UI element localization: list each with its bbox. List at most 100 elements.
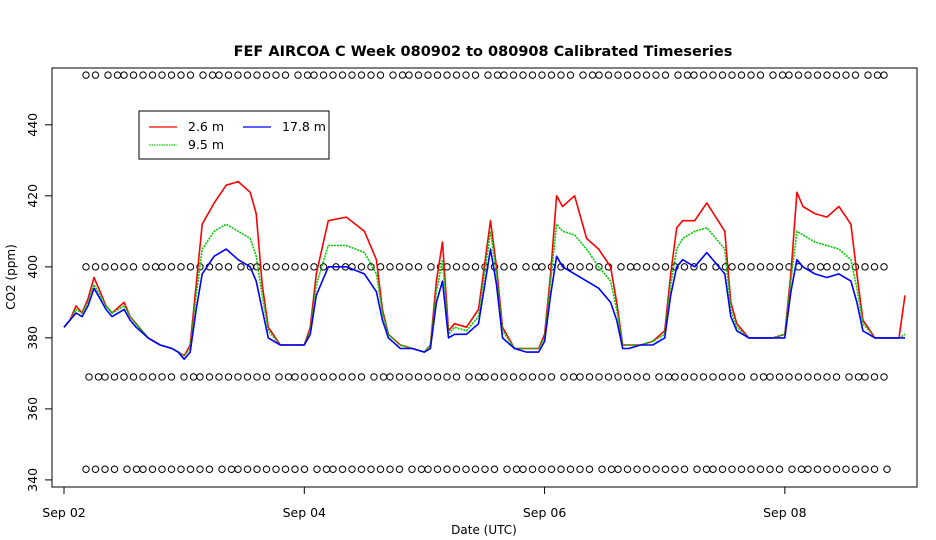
reference-marker bbox=[870, 263, 879, 271]
reference-marker bbox=[110, 373, 119, 381]
reference-marker bbox=[389, 71, 397, 79]
reference-marker bbox=[465, 373, 473, 381]
reference-marker bbox=[139, 465, 147, 473]
reference-marker bbox=[816, 263, 825, 271]
reference-marker bbox=[585, 465, 594, 473]
reference-marker bbox=[303, 71, 312, 79]
reference-marker bbox=[386, 263, 394, 271]
reference-marker bbox=[180, 373, 188, 381]
reference-marker bbox=[750, 373, 758, 381]
reference-marker bbox=[728, 465, 736, 473]
reference-marker bbox=[199, 71, 207, 79]
reference-marker bbox=[208, 71, 217, 79]
reference-marker bbox=[690, 71, 698, 79]
reference-marker bbox=[386, 465, 394, 473]
reference-marker bbox=[253, 373, 261, 381]
reference-marker bbox=[623, 373, 632, 381]
reference-marker bbox=[452, 263, 461, 271]
reference-marker bbox=[737, 71, 746, 79]
reference-marker bbox=[471, 465, 480, 473]
reference-marker bbox=[395, 465, 404, 473]
reference-marker bbox=[177, 465, 185, 473]
reference-marker bbox=[224, 71, 233, 79]
reference-marker bbox=[509, 71, 518, 79]
reference-marker bbox=[642, 71, 651, 79]
reference-marker bbox=[528, 373, 537, 381]
reference-marker bbox=[234, 465, 242, 473]
reference-marker bbox=[177, 263, 185, 271]
reference-marker bbox=[664, 373, 673, 381]
reference-marker bbox=[474, 373, 483, 381]
reference-marker bbox=[167, 71, 176, 79]
reference-marker bbox=[370, 373, 378, 381]
reference-gas-markers bbox=[82, 71, 891, 473]
reference-marker bbox=[519, 373, 527, 381]
reference-marker bbox=[680, 373, 689, 381]
series-line-17-8-m bbox=[63, 248, 905, 361]
reference-marker bbox=[284, 373, 293, 381]
x-axis-label: Date (UTC) bbox=[451, 523, 517, 537]
reference-marker bbox=[766, 465, 774, 473]
reference-marker bbox=[709, 71, 717, 79]
reference-marker bbox=[291, 373, 299, 381]
reference-marker bbox=[167, 263, 176, 271]
reference-marker bbox=[300, 263, 309, 271]
reference-marker bbox=[512, 465, 521, 473]
reference-marker bbox=[585, 373, 594, 381]
reference-marker bbox=[598, 465, 606, 473]
reference-marker bbox=[718, 71, 727, 79]
reference-marker bbox=[756, 71, 765, 79]
reference-marker bbox=[471, 71, 480, 79]
reference-marker bbox=[775, 465, 784, 473]
reference-marker bbox=[576, 263, 584, 271]
reference-marker bbox=[493, 71, 502, 79]
reference-marker bbox=[310, 373, 318, 381]
reference-marker bbox=[139, 71, 147, 79]
reference-marker bbox=[642, 373, 651, 381]
reference-marker bbox=[617, 263, 625, 271]
reference-marker bbox=[110, 263, 119, 271]
reference-marker bbox=[158, 71, 166, 79]
reference-marker bbox=[481, 465, 489, 473]
reference-marker bbox=[794, 373, 803, 381]
reference-marker bbox=[633, 263, 641, 271]
reference-marker bbox=[604, 71, 613, 79]
reference-marker bbox=[661, 263, 670, 271]
reference-marker bbox=[424, 373, 432, 381]
reference-marker bbox=[405, 373, 413, 381]
y-axis: 340 360 380 400 420 440 bbox=[25, 113, 53, 492]
reference-marker bbox=[101, 263, 109, 271]
reference-marker bbox=[756, 465, 765, 473]
reference-marker bbox=[807, 263, 815, 271]
reference-marker bbox=[652, 71, 660, 79]
reference-marker bbox=[367, 71, 375, 79]
reference-marker bbox=[804, 373, 812, 381]
reference-marker bbox=[82, 71, 90, 79]
reference-marker bbox=[566, 71, 575, 79]
reference-marker bbox=[737, 373, 746, 381]
reference-marker bbox=[633, 465, 641, 473]
reference-marker bbox=[158, 263, 166, 271]
reference-marker bbox=[481, 373, 489, 381]
reference-marker bbox=[405, 263, 413, 271]
y-tick-label: 340 bbox=[25, 468, 40, 492]
reference-marker bbox=[129, 373, 138, 381]
reference-marker bbox=[883, 465, 891, 473]
reference-marker bbox=[528, 465, 537, 473]
reference-marker bbox=[376, 71, 385, 79]
reference-marker bbox=[560, 373, 568, 381]
reference-marker bbox=[576, 373, 584, 381]
reference-marker bbox=[329, 465, 337, 473]
reference-marker bbox=[626, 263, 635, 271]
reference-marker bbox=[728, 263, 736, 271]
reference-marker bbox=[443, 71, 451, 79]
reference-marker bbox=[614, 71, 622, 79]
reference-marker bbox=[91, 263, 100, 271]
reference-marker bbox=[699, 263, 708, 271]
reference-marker bbox=[452, 465, 461, 473]
reference-marker bbox=[690, 263, 698, 271]
reference-marker bbox=[766, 373, 774, 381]
reference-marker bbox=[427, 263, 435, 271]
reference-marker bbox=[595, 263, 603, 271]
reference-marker bbox=[218, 465, 226, 473]
